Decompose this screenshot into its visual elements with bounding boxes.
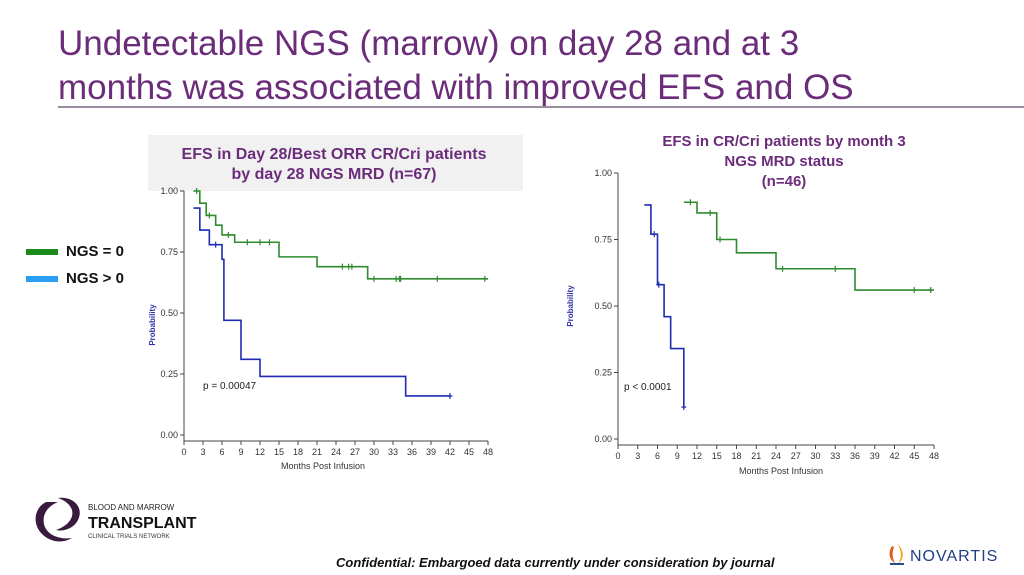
x-axis-label: Months Post Infusion xyxy=(739,466,823,476)
legend: NGS = 0 NGS > 0 xyxy=(26,238,124,292)
y-tick-label: 0.75 xyxy=(160,247,178,257)
p-value-annotation: p = 0.00047 xyxy=(203,381,257,392)
x-tick-label: 9 xyxy=(238,447,243,457)
x-tick-label: 18 xyxy=(293,447,303,457)
legend-swatch-green xyxy=(26,248,58,255)
legend-swatch-blue xyxy=(26,275,58,282)
x-tick-label: 39 xyxy=(426,447,436,457)
p-value-annotation: p < 0.0001 xyxy=(624,382,672,393)
chart-background xyxy=(564,128,970,483)
slide-title-line2: months was associated with improved EFS … xyxy=(58,68,854,107)
chart-efs-month3: EFS in CR/Cri patients by month 3 NGS MR… xyxy=(564,128,970,483)
y-axis-label: Probability xyxy=(148,304,157,346)
x-tick-label: 39 xyxy=(870,451,880,461)
novartis-base-icon xyxy=(890,563,904,565)
bmt-logo-mark xyxy=(35,502,72,542)
x-tick-label: 3 xyxy=(635,451,640,461)
chart-title-line2: by day 28 NGS MRD (n=67) xyxy=(232,166,437,183)
bmt-logo-mark-upper xyxy=(56,497,80,531)
novartis-flame-icon-2 xyxy=(897,544,903,564)
plot-area: 0.000.250.500.751.000 3 6 9 12 15 18 21 24 27 30 33… xyxy=(594,168,939,461)
x-tick-label: 15 xyxy=(274,447,284,457)
x-tick-label: 27 xyxy=(791,451,801,461)
y-tick-label: 0.25 xyxy=(160,369,178,379)
y-tick-label: 0.75 xyxy=(594,235,612,245)
x-tick-label: 12 xyxy=(255,447,265,457)
chart-efs-day28: EFS in Day 28/Best ORR CR/Cri patients b… xyxy=(148,135,523,483)
chart-background xyxy=(148,135,523,483)
x-tick-label: 24 xyxy=(771,451,781,461)
chart-title-line1: EFS in CR/Cri patients by month 3 xyxy=(662,133,905,150)
y-tick-label: 1.00 xyxy=(160,186,178,196)
x-tick-label: 3 xyxy=(200,447,205,457)
legend-label: NGS = 0 xyxy=(66,243,124,260)
legend-item-ngs0: NGS = 0 xyxy=(26,238,124,265)
chart-title-line1: EFS in Day 28/Best ORR CR/Cri patients xyxy=(182,146,487,163)
x-tick-label: 0 xyxy=(181,447,186,457)
x-tick-label: 30 xyxy=(369,447,379,457)
x-tick-label: 9 xyxy=(675,451,680,461)
y-tick-label: 0.50 xyxy=(160,308,178,318)
x-tick-label: 6 xyxy=(655,451,660,461)
x-tick-label: 15 xyxy=(712,451,722,461)
legend-label: NGS > 0 xyxy=(66,270,124,287)
x-tick-label: 6 xyxy=(219,447,224,457)
x-tick-label: 45 xyxy=(464,447,474,457)
x-tick-label: 21 xyxy=(312,447,322,457)
x-axis-label: Months Post Infusion xyxy=(281,461,365,471)
x-tick-label: 33 xyxy=(388,447,398,457)
title-divider xyxy=(58,106,1024,108)
x-tick-label: 45 xyxy=(909,451,919,461)
x-tick-label: 42 xyxy=(445,447,455,457)
x-tick-label: 36 xyxy=(850,451,860,461)
y-tick-label: 0.25 xyxy=(594,368,612,378)
x-tick-label: 33 xyxy=(830,451,840,461)
x-tick-label: 18 xyxy=(731,451,741,461)
slide-title-line1: Undetectable NGS (marrow) on day 28 and … xyxy=(58,24,800,63)
x-tick-label: 27 xyxy=(350,447,360,457)
slide-title: Undetectable NGS (marrow) on day 28 and … xyxy=(58,22,958,110)
x-tick-label: 48 xyxy=(929,451,939,461)
x-tick-label: 24 xyxy=(331,447,341,457)
chart-title-line2: NGS MRD status xyxy=(724,153,843,170)
chart-title-line3: (n=46) xyxy=(762,173,807,190)
series-1-line xyxy=(644,204,685,408)
novartis-wordmark: NOVARTIS xyxy=(910,548,998,565)
x-tick-label: 30 xyxy=(810,451,820,461)
y-axis-label: Probability xyxy=(566,285,575,327)
series-0-line xyxy=(683,201,934,291)
x-tick-label: 48 xyxy=(483,447,493,457)
bmt-logo-line2: TRANSPLANT xyxy=(88,515,197,532)
legend-item-ngs-positive: NGS > 0 xyxy=(26,265,124,292)
chart-title-band xyxy=(148,135,523,191)
y-tick-label: 0.00 xyxy=(594,434,612,444)
x-tick-label: 0 xyxy=(615,451,620,461)
bmt-logo-line1: BLOOD AND MARROW xyxy=(88,503,175,512)
x-tick-label: 36 xyxy=(407,447,417,457)
y-tick-label: 1.00 xyxy=(594,168,612,178)
novartis-flame-icon xyxy=(889,546,895,563)
y-tick-label: 0.00 xyxy=(160,430,178,440)
plot-area: 0.000.250.500.751.000 3 6 9 12 15 18 21 24 27 30 33… xyxy=(160,186,493,457)
bmt-ctn-logo: BLOOD AND MARROW TRANSPLANT CLINICAL TRI… xyxy=(35,497,197,542)
bmt-logo-line3: CLINICAL TRIALS NETWORK xyxy=(88,534,170,540)
series-1-line xyxy=(193,207,450,397)
confidential-footer: Confidential: Embargoed data currently u… xyxy=(336,555,775,570)
x-tick-label: 42 xyxy=(889,451,899,461)
y-tick-label: 0.50 xyxy=(594,301,612,311)
novartis-logo: NOVARTIS xyxy=(889,544,998,565)
x-tick-label: 12 xyxy=(692,451,702,461)
x-tick-label: 21 xyxy=(751,451,761,461)
